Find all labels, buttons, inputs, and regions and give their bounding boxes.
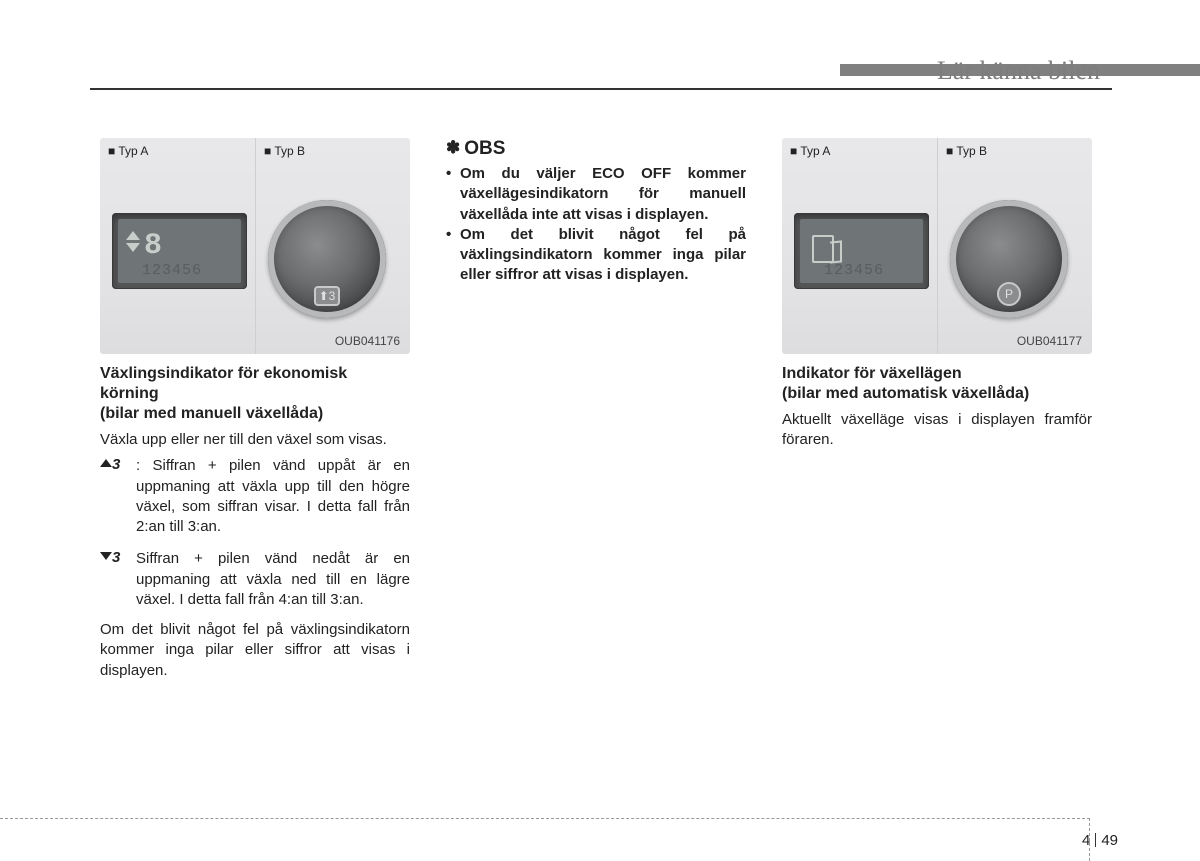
figure1-typ-a: ■ Typ A 8 123456 <box>100 138 255 354</box>
obs-item-1: Om du väljer ECO OFF kommer växellägesin… <box>446 164 746 225</box>
gauge-dial-2: P <box>950 200 1068 318</box>
typ-b-label-2: ■ Typ B <box>946 144 987 158</box>
section-heading-1b: (bilar med manuell växellåda) <box>100 404 410 424</box>
outro-text: Om det blivit något fel på växlingsindik… <box>100 620 410 681</box>
shift-arrows-icon <box>126 231 140 252</box>
figure1-typ-b: ■ Typ B ⬆3 OUB041176 <box>255 138 410 354</box>
page-number-value: 49 <box>1101 832 1118 849</box>
shift-explain-list: 3 Siffran + pilen vänd uppåt är en uppma… <box>100 456 410 610</box>
shift-up-text: Siffran + pilen vänd uppåt är en uppmani… <box>136 456 410 537</box>
page-header: Lär känna bilen <box>90 56 1110 86</box>
typ-b-label: ■ Typ B <box>264 144 305 158</box>
content-columns: ■ Typ A 8 123456 ■ Typ B ⬆3 <box>100 138 1092 681</box>
gauge-badge: ⬆3 <box>314 286 340 306</box>
obs-item-2: Om det blivit något fel på växlingsindik… <box>446 225 746 286</box>
lcd-inner-2: 123456 <box>800 219 923 283</box>
door-ajar-icon <box>812 235 834 263</box>
shift-down-text: Siffran + pilen vänd nedåt är en uppmani… <box>136 549 410 610</box>
section-heading-3a: Indikator för växellägen <box>782 364 1092 384</box>
header-underline <box>90 88 1112 90</box>
lcd-inner: 8 123456 <box>118 219 241 283</box>
section-heading-3b: (bilar med automatisk växellåda) <box>782 384 1092 404</box>
gear-digit-icon: 8 <box>144 229 162 263</box>
page-sep <box>1095 833 1096 847</box>
lcd-display-b: 123456 <box>794 213 929 289</box>
snowflake-icon: ✽ <box>446 138 460 157</box>
shift-up-icon: 3 <box>100 456 136 537</box>
footer-dashed-line <box>0 818 1090 819</box>
figure-manual-gearbox: ■ Typ A 8 123456 ■ Typ B ⬆3 <box>100 138 410 354</box>
obs-heading: ✽OBS <box>446 138 746 160</box>
page-number: 4 49 <box>1082 832 1118 849</box>
column-middle: ✽OBS Om du väljer ECO OFF kommer växellä… <box>446 138 746 681</box>
figure2-typ-a: ■ Typ A 123456 <box>782 138 937 354</box>
shift-down-icon: 3 <box>100 549 136 610</box>
column-right: ■ Typ A 123456 ■ Typ B P OUB041177 Indik… <box>782 138 1092 681</box>
obs-label: OBS <box>464 138 505 159</box>
section-heading-1a: Växlingsindikator för ekonomisk körning <box>100 364 410 404</box>
figure2-typ-b: ■ Typ B P OUB041177 <box>937 138 1092 354</box>
shift-down-item: 3 Siffran + pilen vänd nedåt är en uppma… <box>100 549 410 610</box>
odometer-digits-2: 123456 <box>824 262 884 279</box>
chapter-number: 4 <box>1082 832 1090 849</box>
column-left: ■ Typ A 8 123456 ■ Typ B ⬆3 <box>100 138 410 681</box>
shift-up-item: 3 Siffran + pilen vänd uppåt är en uppma… <box>100 456 410 537</box>
intro-text: Växla upp eller ner till den växel som v… <box>100 430 410 450</box>
figure-id-2: OUB041177 <box>1017 334 1082 348</box>
figure-id: OUB041176 <box>335 334 400 348</box>
figure-auto-gearbox: ■ Typ A 123456 ■ Typ B P OUB041177 <box>782 138 1092 354</box>
gauge-dial: ⬆3 <box>268 200 386 318</box>
col3-body: Aktuellt växelläge visas i displayen fra… <box>782 410 1092 451</box>
gauge-badge-p: P <box>997 282 1021 306</box>
typ-a-label-2: ■ Typ A <box>790 144 830 158</box>
chapter-title: Lär känna bilen <box>937 56 1100 86</box>
typ-a-label: ■ Typ A <box>108 144 148 158</box>
odometer-digits: 123456 <box>142 262 202 279</box>
obs-list: Om du väljer ECO OFF kommer växellägesin… <box>446 164 746 286</box>
lcd-display-a: 8 123456 <box>112 213 247 289</box>
